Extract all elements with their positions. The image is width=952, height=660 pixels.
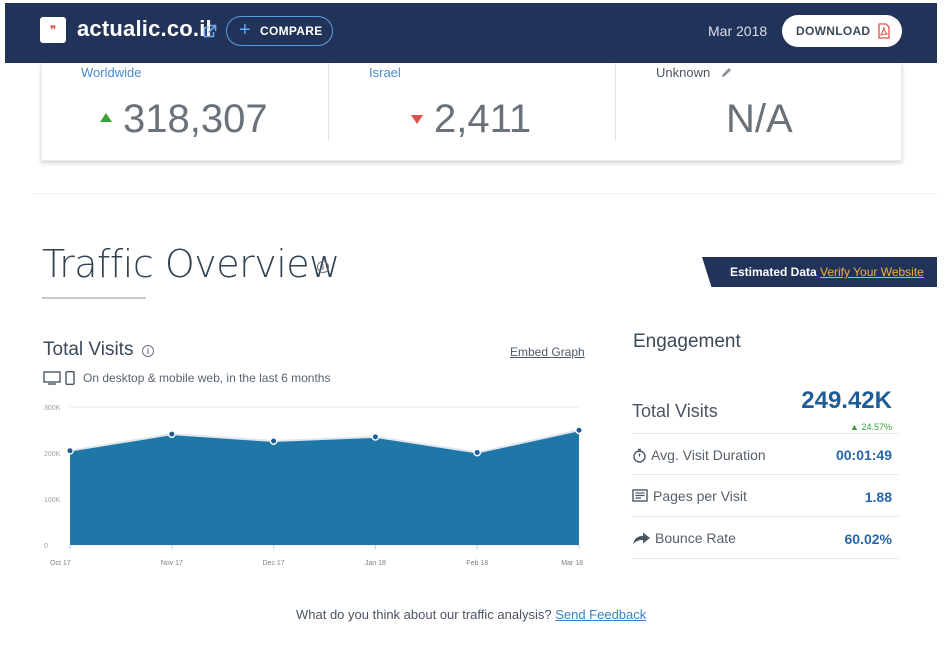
verify-website-link[interactable]: Verify Your Website bbox=[820, 265, 924, 279]
y-tick-label: 100K bbox=[44, 497, 61, 504]
rank-up-icon bbox=[100, 113, 112, 122]
compare-label: COMPARE bbox=[259, 24, 323, 38]
pencil-edit-icon[interactable] bbox=[720, 66, 733, 79]
pages-per-visit-value: 1.88 bbox=[864, 489, 892, 505]
total-visits-title: Total Visits bbox=[43, 339, 134, 360]
info-icon[interactable]: i bbox=[142, 345, 154, 357]
bounce-rate-label: Bounce Rate bbox=[632, 530, 736, 546]
send-feedback-link[interactable]: Send Feedback bbox=[555, 607, 647, 622]
embed-graph-link[interactable]: Embed Graph bbox=[510, 345, 585, 359]
stat-divider bbox=[615, 63, 616, 141]
engagement-row-pages: Pages per Visit 1.88 bbox=[632, 475, 898, 517]
device-scope-row: On desktop & mobile web, in the last 6 m… bbox=[43, 371, 330, 385]
avg-duration-value: 00:01:49 bbox=[835, 447, 892, 463]
engagement-total-visits-label: Total Visits bbox=[632, 401, 718, 421]
change-up-icon: ▲ bbox=[850, 422, 859, 432]
site-favicon-icon: ❞ bbox=[40, 17, 66, 43]
x-tick-label: Oct 17 bbox=[50, 560, 71, 567]
country-rank-value: 2,411 bbox=[434, 97, 532, 141]
x-tick-label: Mar 18 bbox=[561, 560, 583, 567]
info-icon[interactable]: i bbox=[317, 261, 329, 273]
plus-icon: + bbox=[239, 18, 251, 41]
top-header-bar bbox=[5, 3, 937, 63]
desktop-icon bbox=[43, 371, 61, 385]
engagement-row-total-visits: Total Visits 249.42K ▲ 24.57% bbox=[632, 383, 898, 434]
data-point bbox=[371, 433, 380, 441]
download-button[interactable]: DOWNLOAD bbox=[782, 15, 902, 47]
data-point bbox=[167, 430, 176, 439]
country-rank-label[interactable]: Israel bbox=[369, 65, 401, 80]
visits-change-badge: ▲ 24.57% bbox=[850, 422, 892, 432]
page-title: Traffic Overview bbox=[42, 242, 340, 286]
category-rank-label: Unknown bbox=[656, 65, 711, 80]
feedback-question: What do you think about our traffic anal… bbox=[296, 607, 552, 622]
data-point bbox=[473, 448, 482, 457]
engagement-row-bounce: Bounce Rate 60.02% bbox=[632, 517, 898, 559]
device-scope-text: On desktop & mobile web, in the last 6 m… bbox=[83, 371, 331, 385]
y-tick-label: 0 bbox=[44, 543, 48, 550]
bounce-rate-value: 60.02% bbox=[844, 531, 892, 547]
section-divider bbox=[33, 193, 937, 194]
stat-divider bbox=[328, 63, 329, 141]
bounce-arrow-icon bbox=[633, 532, 650, 545]
download-label: DOWNLOAD bbox=[796, 24, 871, 38]
visits-line bbox=[69, 429, 580, 454]
x-tick-label: Dec 17 bbox=[263, 560, 285, 567]
pdf-icon bbox=[878, 23, 891, 39]
visits-change-value: 24.57% bbox=[861, 422, 892, 432]
data-point bbox=[575, 426, 583, 435]
rank-down-icon bbox=[411, 115, 423, 124]
data-point bbox=[66, 446, 74, 455]
title-underline bbox=[42, 297, 146, 299]
visits-area-series bbox=[70, 430, 579, 545]
feedback-prompt: What do you think about our traffic anal… bbox=[296, 607, 646, 622]
worldwide-rank-label[interactable]: Worldwide bbox=[81, 65, 142, 80]
stopwatch-icon bbox=[633, 448, 646, 463]
site-name: actualic.co.il bbox=[77, 16, 212, 41]
engagement-total-visits-value: 249.42K bbox=[801, 387, 892, 414]
x-tick-label: Nov 17 bbox=[161, 560, 183, 567]
estimated-data-label: Estimated Data bbox=[730, 265, 817, 279]
compare-button[interactable]: + COMPARE bbox=[226, 16, 333, 46]
mobile-icon bbox=[65, 371, 75, 385]
data-point bbox=[269, 437, 278, 445]
pages-per-visit-label: Pages per Visit bbox=[632, 488, 747, 504]
category-rank-value: N/A bbox=[726, 97, 793, 141]
avg-duration-label: Avg. Visit Duration bbox=[632, 447, 766, 463]
total-visits-chart[interactable]: 0 100K 200K 300K Oct 17 Nov 17 Dec 17 Jan 18 Feb… bbox=[40, 398, 592, 570]
estimated-data-banner bbox=[702, 257, 937, 287]
engagement-title: Engagement bbox=[633, 331, 741, 352]
y-tick-label: 300K bbox=[44, 405, 61, 412]
engagement-row-duration: Avg. Visit Duration 00:01:49 bbox=[632, 434, 898, 475]
x-tick-label: Feb 18 bbox=[466, 560, 488, 567]
pages-icon bbox=[632, 488, 648, 502]
date-selector[interactable]: Mar 2018 bbox=[708, 23, 768, 39]
worldwide-rank-value: 318,307 bbox=[123, 97, 268, 141]
rank-stats-card: Worldwide 318,307 Israel 2,411 Unknown N… bbox=[41, 63, 902, 161]
external-link-icon[interactable] bbox=[203, 24, 217, 38]
y-tick-label: 200K bbox=[44, 451, 61, 458]
x-tick-label: Jan 18 bbox=[365, 560, 386, 567]
